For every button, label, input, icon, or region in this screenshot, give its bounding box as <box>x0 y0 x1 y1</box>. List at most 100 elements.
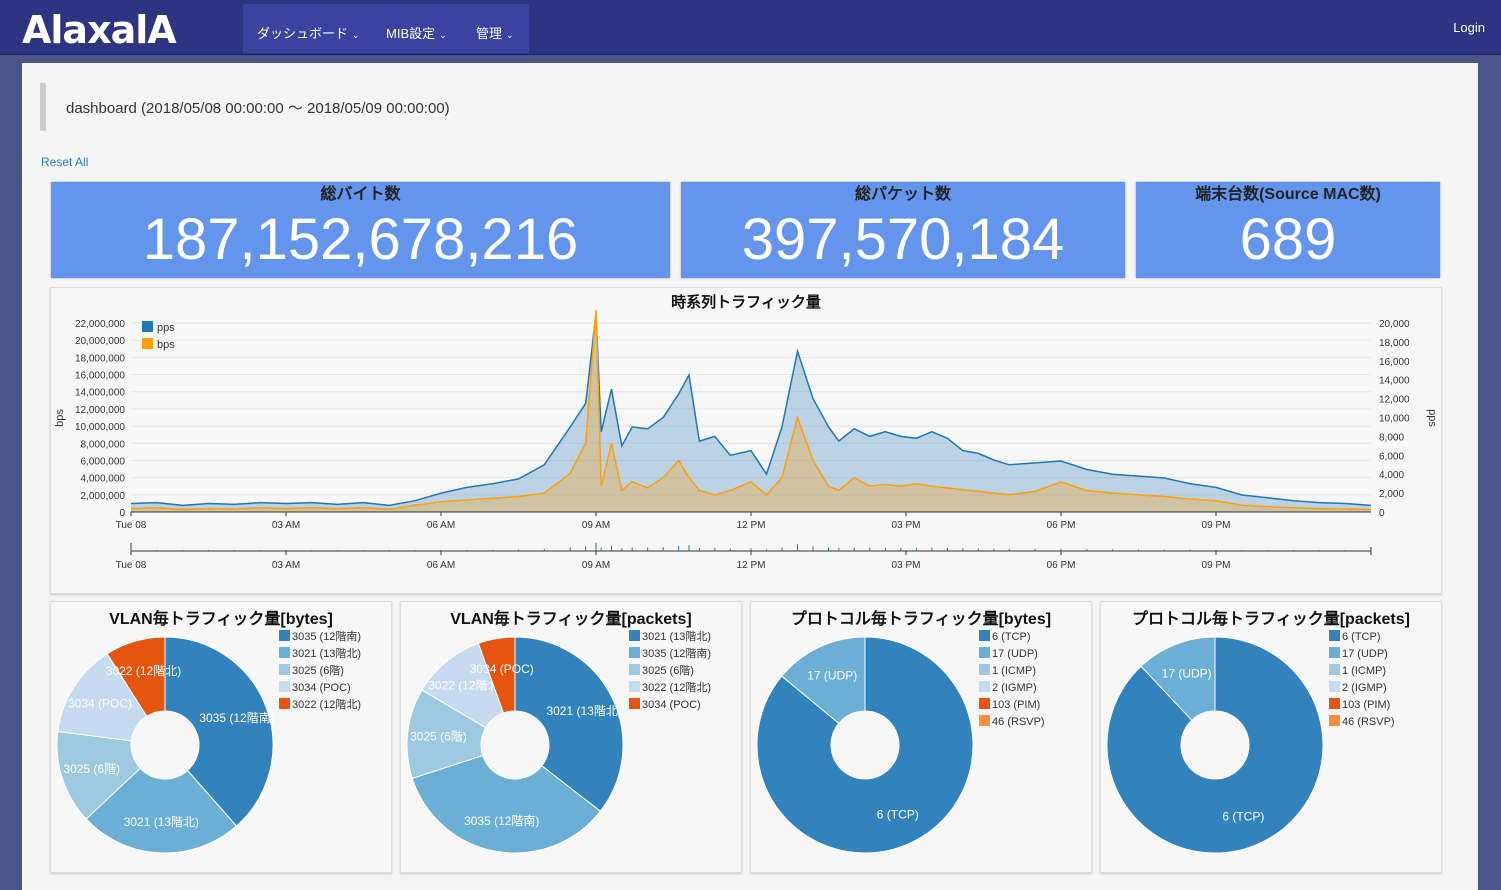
pps-area <box>131 313 1371 512</box>
y2-tick-label: 2,000 <box>1379 489 1404 500</box>
pie-slice[interactable] <box>477 636 516 714</box>
pie-chart-vlan-packets[interactable]: 3021 (13階北) 3035 (12階南) 3025 (6階) 3022 (12階… <box>401 602 741 872</box>
y-tick-label: 6,000,000 <box>81 456 126 467</box>
stat-label: 端末台数(Source MAC数) <box>1195 186 1381 203</box>
pie-panel-vlan-bytes: VLAN毎トラフィック量[bytes] 3035 (12階南) 3021 (13階… <box>50 601 392 873</box>
y2-tick-label: 10,000 <box>1379 414 1410 425</box>
legend-label[interactable]: 3025 (6階) <box>642 663 694 677</box>
chevron-down-icon: ⌄ <box>439 30 447 40</box>
legend-label[interactable]: 17 (UDP) <box>992 648 1038 660</box>
legend-swatch <box>979 715 990 726</box>
nav-mib-settings[interactable]: MIB設定 ⌄ <box>386 23 447 42</box>
range-tick-label: 12 PM <box>737 560 766 571</box>
nav-dashboard-label: ダッシュボード <box>257 26 349 41</box>
pie-slice-label: 17 (UDP) <box>1162 666 1212 680</box>
legend-swatch <box>979 647 990 658</box>
legend-label[interactable]: 1 (ICMP) <box>992 665 1036 677</box>
legend-label[interactable]: 2 (IGMP) <box>1342 682 1387 694</box>
pie-slice[interactable] <box>411 754 602 854</box>
stat-value: 187,152,678,216 <box>142 207 579 272</box>
y2-tick-label: 20,000 <box>1379 319 1410 330</box>
stat-value: 689 <box>1239 207 1337 272</box>
y2-tick-label: 4,000 <box>1379 470 1404 481</box>
legend-label[interactable]: pps <box>157 322 175 334</box>
legend-swatch <box>279 698 290 709</box>
range-tick-label: 03 AM <box>272 560 300 571</box>
pie-chart-protocol-packets[interactable]: 6 (TCP) 17 (UDP) 6 (TCP) 17 (UDP) 1 (ICMP) 2 … <box>1101 602 1441 872</box>
legend-label[interactable]: 17 (UDP) <box>1342 648 1388 660</box>
legend-label[interactable]: 103 (PIM) <box>1342 699 1390 711</box>
legend-label[interactable]: 3035 (12階南) <box>292 629 361 643</box>
legend-swatch <box>979 664 990 675</box>
y-tick-label: 8,000,000 <box>81 439 126 450</box>
pie-slice[interactable] <box>756 636 974 854</box>
pie-slice[interactable] <box>1106 636 1324 854</box>
range-tick-label: 03 PM <box>892 560 921 571</box>
reset-all-link[interactable]: Reset All <box>41 155 89 169</box>
pie-slice[interactable] <box>164 636 274 827</box>
pie-panel-vlan-packets: VLAN毎トラフィック量[packets] 3021 (13階北) 3035 (1… <box>400 601 742 873</box>
pie-slice[interactable] <box>106 636 166 717</box>
legend-label[interactable]: 3022 (12階北) <box>292 697 361 711</box>
nav-admin-label: 管理 <box>476 26 503 41</box>
legend-label[interactable]: 6 (TCP) <box>1342 631 1381 643</box>
legend-label[interactable]: 46 (RSVP) <box>992 716 1045 728</box>
timeseries-chart[interactable]: 0 2,000,000 4,000,000 6,000,000 8,000,000 10,… <box>51 288 1441 593</box>
legend-swatch <box>979 630 990 641</box>
pie-slice-label: 3022 (12階北) <box>428 678 503 693</box>
legend-label[interactable]: 6 (TCP) <box>992 631 1031 643</box>
pie-slice[interactable] <box>781 636 866 725</box>
legend-label[interactable]: 3025 (6階) <box>292 663 344 677</box>
pie-slice[interactable] <box>1140 636 1216 721</box>
pie-slice[interactable] <box>514 636 624 812</box>
x-tick-label: 06 PM <box>1047 520 1076 531</box>
y-tick-label: 12,000,000 <box>75 405 125 416</box>
y-tick-label: 14,000,000 <box>75 388 125 399</box>
x-tick-label: 03 PM <box>892 520 921 531</box>
stat-total-packets: 総パケット数 397,570,184 <box>681 182 1125 278</box>
pie-slice-label: 6 (TCP) <box>1222 810 1264 824</box>
legend-label[interactable]: 3022 (12階北) <box>642 680 711 694</box>
legend-label[interactable]: 3034 (POC) <box>642 699 701 711</box>
y2-tick-label: 8,000 <box>1379 432 1404 443</box>
pie-chart-vlan-bytes[interactable]: 3035 (12階南) 3021 (13階北) 3025 (6階) 3034 (POC… <box>51 602 391 872</box>
nav-admin[interactable]: 管理 ⌄ <box>476 23 514 42</box>
nav-dashboard[interactable]: ダッシュボード ⌄ <box>257 23 360 42</box>
timeseries-panel: 時系列トラフィック量 0 2,000,000 4,000,000 6,000,000 8… <box>50 287 1442 594</box>
x-tick-label: 03 AM <box>272 520 300 531</box>
pie-slice-label: 6 (TCP) <box>877 808 919 822</box>
legend-label[interactable]: 103 (PIM) <box>992 699 1040 711</box>
nav-menu: ダッシュボード ⌄ MIB設定 ⌄ 管理 ⌄ <box>243 4 529 53</box>
legend-swatch <box>279 630 290 641</box>
stat-value: 397,570,184 <box>741 207 1065 272</box>
legend-label[interactable]: 2 (IGMP) <box>992 682 1037 694</box>
y-tick-label: 20,000,000 <box>75 336 125 347</box>
legend-label[interactable]: 46 (RSVP) <box>1342 716 1395 728</box>
top-navbar: AlaxalA ダッシュボード ⌄ MIB設定 ⌄ 管理 ⌄ Login <box>0 0 1501 55</box>
legend-label[interactable]: 3021 (13階北) <box>642 629 711 643</box>
chart-title: VLAN毎トラフィック量[packets] <box>450 611 692 628</box>
pie-chart-protocol-bytes[interactable]: 6 (TCP) 17 (UDP) 6 (TCP) 17 (UDP) 1 (ICMP) 2 … <box>751 602 1091 872</box>
range-tick-label: 06 AM <box>427 560 455 571</box>
y2-tick-label: 12,000 <box>1379 395 1410 406</box>
pie-slice-label: 3025 (6階) <box>63 761 120 776</box>
y-axis-label: bps <box>54 409 66 427</box>
y2-tick-label: 6,000 <box>1379 451 1404 462</box>
pie-slice-label: 3022 (12階北) <box>106 663 181 678</box>
page-title: dashboard (2018/05/08 00:00:00 〜 2018/05… <box>66 100 450 117</box>
pie-slice[interactable] <box>85 767 238 854</box>
legend-label[interactable]: 3035 (12階南) <box>642 646 711 660</box>
chevron-down-icon: ⌄ <box>506 30 514 40</box>
y2-axis-label: pps <box>1426 409 1438 427</box>
legend-label[interactable]: 3034 (POC) <box>292 682 351 694</box>
legend-swatch <box>142 338 153 349</box>
pie-slice[interactable] <box>406 689 487 780</box>
y-tick-label: 16,000,000 <box>75 371 125 382</box>
legend-swatch <box>279 681 290 692</box>
legend-label[interactable]: bps <box>157 339 175 351</box>
alaxala-logo[interactable]: AlaxalA <box>22 8 177 52</box>
y-tick-label: 18,000,000 <box>75 353 125 364</box>
legend-label[interactable]: 1 (ICMP) <box>1342 665 1386 677</box>
login-link[interactable]: Login <box>1453 20 1485 35</box>
legend-label[interactable]: 3021 (13階北) <box>292 646 361 660</box>
